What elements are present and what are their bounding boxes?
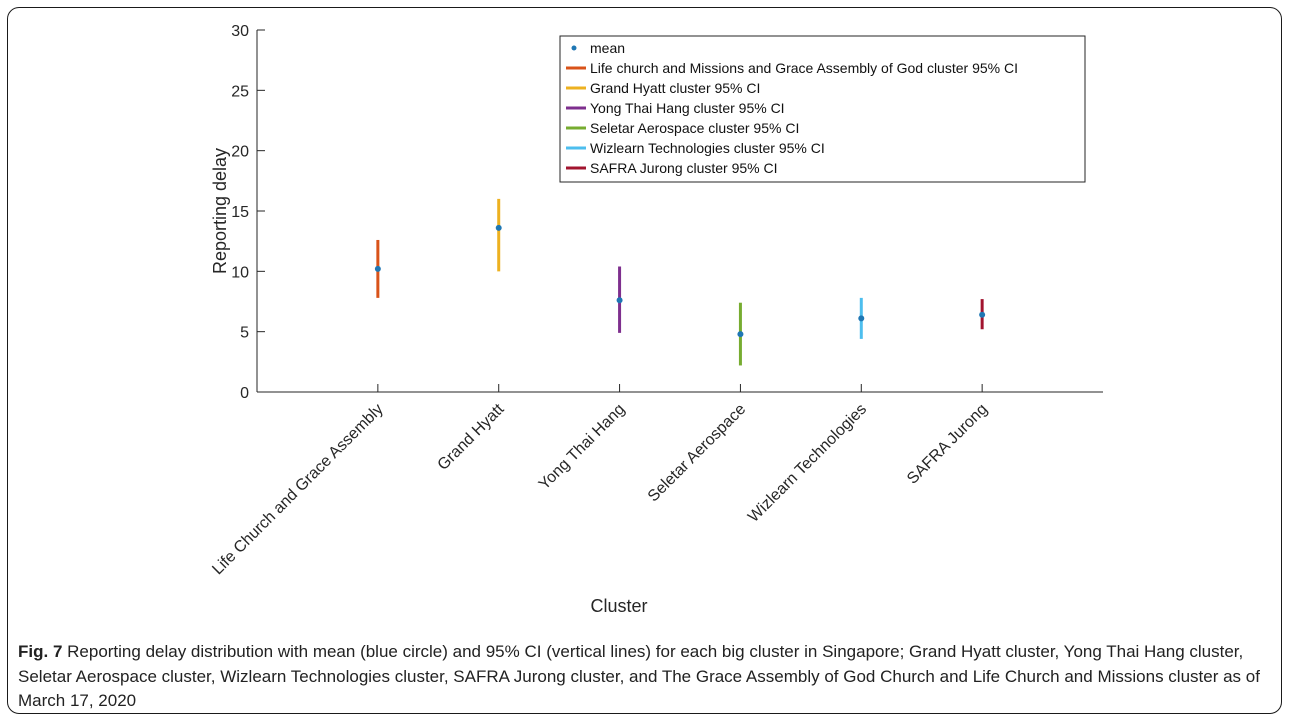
reporting-delay-chart: 0 5 10 15 20 25 30 Life Church and Grace Assemb… — [209, 23, 1103, 616]
y-tick-label: 5 — [240, 325, 249, 342]
x-tick-label: Yong Thai Hang — [536, 401, 629, 494]
x-tick-label: Seletar Aerospace — [645, 401, 750, 506]
y-tick-label: 30 — [231, 23, 249, 40]
figure-label: Fig. 7 — [18, 642, 63, 661]
y-tick-label: 20 — [231, 144, 249, 161]
x-tick-label: SAFRA Jurong — [904, 401, 991, 488]
mean-point — [495, 224, 502, 231]
figure-caption-text: Reporting delay distribution with mean (… — [18, 642, 1260, 710]
mean-point — [616, 297, 623, 304]
legend-series-label: SAFRA Jurong cluster 95% CI — [590, 160, 778, 176]
y-axis-label: Reporting delay — [210, 148, 230, 274]
y-tick-label: 10 — [231, 264, 249, 281]
legend-series-label: Wizlearn Technologies cluster 95% CI — [590, 140, 825, 156]
mean-point — [858, 315, 865, 322]
figure-frame — [7, 7, 1282, 714]
figure-caption: Fig. 7 Reporting delay distribution with… — [18, 640, 1273, 714]
y-tick-label: 0 — [240, 385, 249, 402]
legend-series-label: Life church and Missions and Grace Assem… — [590, 60, 1018, 76]
x-axis-label: Cluster — [590, 596, 647, 616]
mean-point — [737, 331, 744, 338]
x-tick-label: Grand Hyatt — [435, 400, 508, 473]
legend-mean-marker — [571, 45, 577, 51]
legend-series-label: Seletar Aerospace cluster 95% CI — [590, 120, 799, 136]
legend-series-label: Yong Thai Hang cluster 95% CI — [590, 100, 785, 116]
y-tick-label: 25 — [231, 83, 249, 100]
y-tick-label: 15 — [231, 204, 249, 221]
mean-point — [374, 265, 381, 272]
mean-point — [979, 311, 986, 318]
legend-series-label: Grand Hyatt cluster 95% CI — [590, 80, 760, 96]
x-tick-label: Life Church and Grace Assembly — [209, 401, 386, 578]
legend-mean-label: mean — [590, 40, 625, 56]
legend-box — [559, 35, 1086, 183]
x-tick-label: Wizlearn Technologies — [745, 401, 870, 526]
